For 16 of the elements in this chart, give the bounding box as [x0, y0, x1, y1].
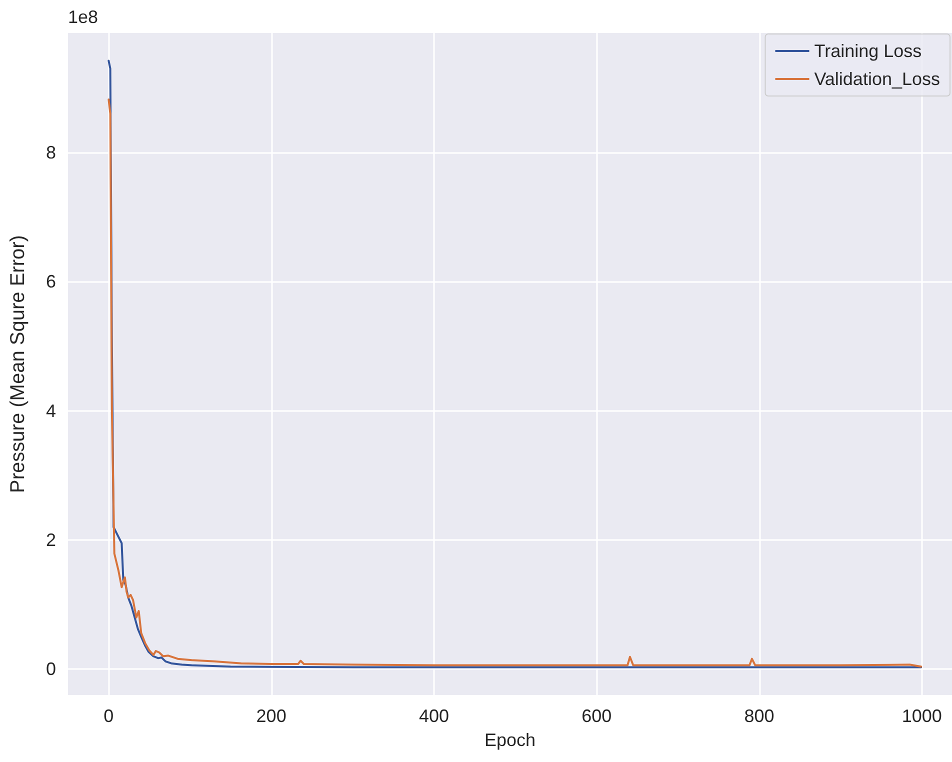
x-axis-title: Epoch — [484, 730, 536, 750]
y-axis-title: Pressure (Mean Squre Error) — [7, 235, 29, 493]
x-tick-label: 800 — [744, 706, 774, 726]
x-tick-label: 200 — [256, 706, 286, 726]
x-tick-label: 400 — [418, 706, 449, 726]
x-tick-label: 600 — [582, 706, 612, 726]
legend-label: Validation_Loss — [814, 69, 940, 89]
y-tick-label: 6 — [46, 272, 56, 292]
x-tick-label: 0 — [104, 706, 114, 726]
y-tick-label: 8 — [46, 142, 56, 162]
legend-label: Training Loss — [814, 41, 922, 61]
text: 1e8 — [68, 7, 98, 27]
y-tick-label: 2 — [46, 530, 56, 550]
y-tick-label: 0 — [46, 659, 56, 680]
y-tick-label: 4 — [46, 400, 56, 421]
x-tick-label: 1000 — [902, 706, 942, 726]
